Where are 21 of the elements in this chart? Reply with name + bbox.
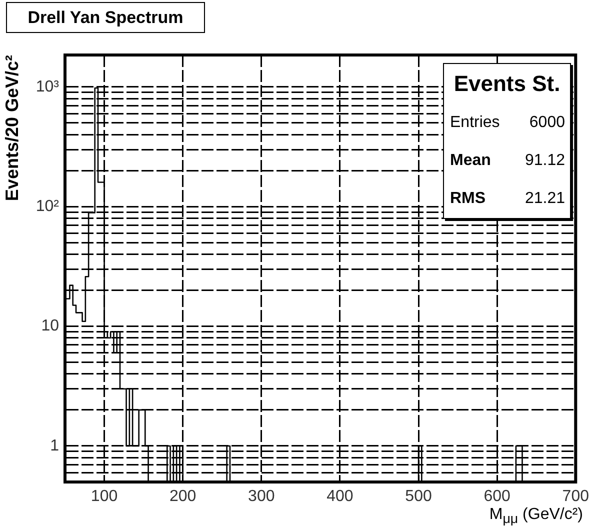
y-tick-label: 1 [50, 437, 60, 454]
x-tick-label: 700 [562, 488, 590, 506]
x-tick-label: 200 [169, 488, 196, 506]
y-tick-label: 10² [36, 198, 60, 216]
x-tick-label: 100 [90, 488, 118, 506]
annotation: Events St. [452, 70, 562, 98]
annotation: RMS [450, 190, 486, 208]
annotation: 6000 [529, 114, 565, 132]
x-tick-label: 600 [484, 488, 511, 506]
x-axis-title: M$_{μμ}$ (GeV/c²) [489, 505, 583, 528]
y-tick-label: 10³ [36, 78, 60, 96]
x-tick-label: 500 [405, 488, 432, 506]
annotation: Entries [450, 114, 500, 132]
annotation: 91.12 [524, 152, 565, 170]
annotation: 21.21 [524, 190, 565, 208]
y-tick-label: 10 [41, 318, 60, 335]
y-axis-title: Events/20 GeV/c² [2, 55, 22, 202]
chart-title: Drell Yan Spectrum [6, 2, 205, 33]
annotation: Mean [450, 152, 491, 170]
x-tick-label: 300 [248, 488, 275, 506]
x-tick-label: 400 [326, 488, 354, 506]
